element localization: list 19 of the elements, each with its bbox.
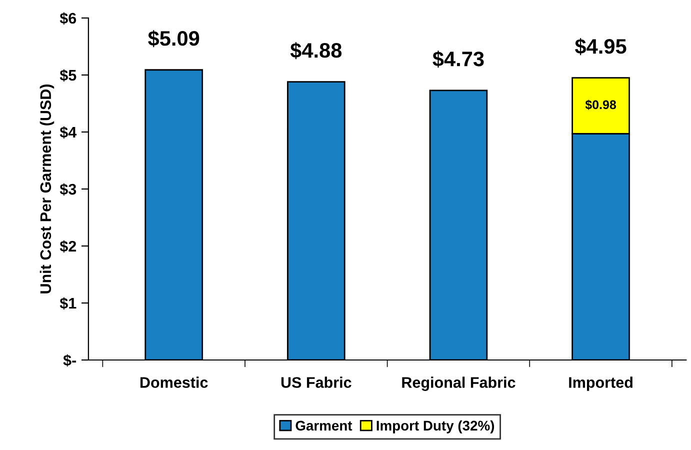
y-tick-label: $5 [60, 69, 76, 82]
legend-label: Garment [296, 420, 352, 431]
total-label: $4.88 [290, 42, 342, 60]
y-tick-label: $2 [60, 240, 76, 253]
x-tick-label: Regional Fabric [402, 376, 516, 391]
y-tick-label: $6 [60, 12, 76, 25]
y-tick-label: $3 [60, 183, 76, 196]
data-label: $0.98 [585, 100, 616, 110]
x-tick-label: US Fabric [281, 376, 352, 388]
total-label: $4.73 [432, 50, 484, 68]
total-label: $4.95 [574, 38, 626, 56]
x-tick-label: Imported [569, 376, 632, 391]
y-tick-label: $4 [60, 126, 77, 139]
y-tick-label: $1 [60, 297, 76, 310]
x-tick-label: Domestic [140, 376, 208, 388]
y-axis-title: Unit Cost Per Garment (USD) [40, 84, 54, 294]
y-tick-label: $- [63, 354, 76, 367]
total-label: $5.09 [148, 30, 200, 48]
legend-label: Import Duty (32%) [376, 420, 494, 434]
